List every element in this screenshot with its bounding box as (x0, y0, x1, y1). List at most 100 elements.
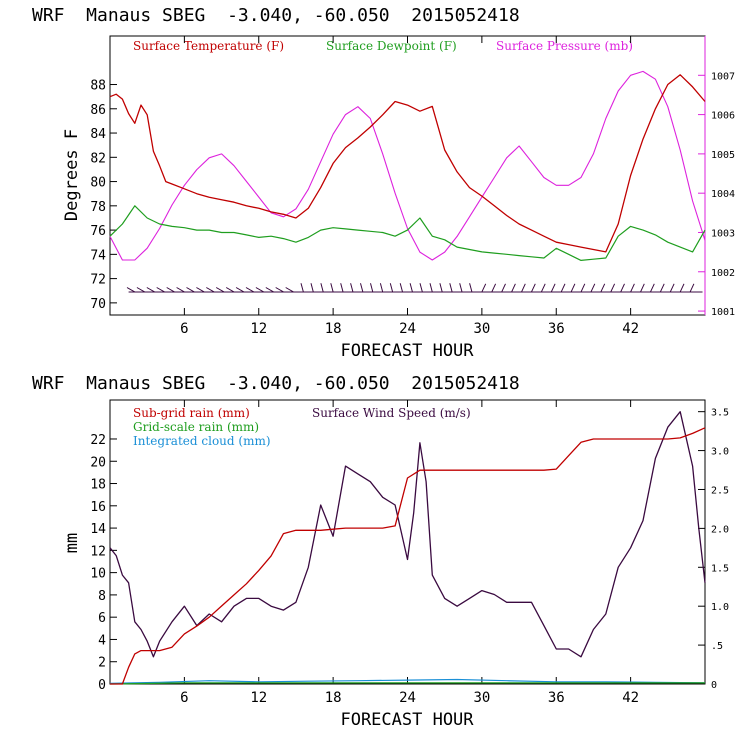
wind-barb (265, 287, 274, 293)
y-tick-label: 8 (98, 589, 106, 604)
x-tick-label: 24 (399, 690, 416, 706)
top-y-axis-label: Degrees F (62, 129, 82, 221)
legend-gridscale-rain: Grid-scale rain (mm) (133, 420, 259, 434)
wind-barb (225, 287, 235, 293)
x-tick-label: 6 (180, 321, 188, 337)
legend-integrated-cloud: Integrated cloud (mm) (133, 434, 271, 448)
y2-tick-label: 1002 (711, 268, 735, 279)
x-tick-label: 30 (473, 690, 490, 706)
series-subgrid-rain (110, 427, 706, 685)
wind-barb (235, 287, 245, 293)
y2-tick-label: 1001 (711, 307, 735, 318)
top-panel: Surface Temperature (F) Surface Dewpoint… (62, 35, 735, 361)
wind-barb (389, 283, 394, 293)
y2-tick-label: 2.0 (711, 524, 729, 535)
wind-barb (255, 287, 264, 293)
y2-tick-label: 3.0 (711, 447, 729, 458)
wind-barb (570, 283, 576, 293)
bottom-y-axis-label: mm (62, 533, 82, 553)
wind-barb (550, 283, 556, 293)
wind-barb (320, 283, 324, 293)
series-surface-dewpoint (109, 205, 706, 261)
wind-barb (521, 283, 526, 293)
wind-barb (511, 283, 516, 293)
wind-barb (560, 283, 566, 293)
wind-barb (610, 283, 616, 293)
top-legend: Surface Temperature (F) Surface Dewpoint… (133, 39, 633, 53)
wind-barb (350, 283, 354, 293)
y-tick-label: 22 (90, 433, 106, 448)
wind-barb (439, 283, 443, 293)
series-surface-temperature (109, 74, 706, 253)
wind-barb (206, 287, 215, 293)
wind-barb (650, 283, 655, 293)
y-tick-label: 74 (90, 248, 106, 263)
y2-tick-label: 1004 (711, 189, 735, 200)
wind-barb (275, 287, 284, 293)
series-gridscale-rain (109, 682, 705, 685)
bottom-legend: Sub-grid rain (mm) Surface Wind Speed (m… (133, 406, 471, 448)
header-bottom: WRF Manaus SBEG -3.040, -60.050 20150524… (32, 373, 520, 394)
wind-barb (469, 283, 473, 293)
y-tick-label: 18 (90, 478, 106, 493)
wind-barb (630, 283, 635, 293)
wind-barb (540, 283, 546, 293)
wind-barb (531, 283, 536, 293)
wind-barb (620, 283, 625, 293)
legend-dewpoint: Surface Dewpoint (F) (326, 39, 457, 53)
x-tick-label: 42 (622, 690, 639, 706)
y-tick-label: 76 (90, 224, 106, 239)
y2-tick-label: .5 (711, 641, 723, 652)
wind-barb (459, 283, 463, 293)
wind-barb (186, 287, 195, 293)
x-tick-label: 12 (250, 690, 267, 706)
bottom-series (109, 411, 706, 685)
wind-barb (136, 287, 145, 293)
wind-barb (429, 283, 433, 293)
wind-barb (481, 283, 487, 293)
x-tick-label: 18 (325, 690, 342, 706)
wind-barb (600, 283, 606, 293)
y2-tick-label: 3.5 (711, 408, 729, 419)
y2-tick-label: 1.0 (711, 602, 729, 613)
y-tick-label: 80 (90, 176, 106, 191)
wind-barb (340, 283, 344, 293)
y-tick-label: 88 (90, 79, 106, 94)
y-tick-label: 70 (90, 297, 106, 312)
top-x-axis: 6 12 18 24 30 36 42 (180, 36, 639, 337)
wind-barb (399, 283, 404, 293)
y2-tick-label: 1003 (711, 228, 735, 239)
series-surface-pressure (109, 70, 706, 261)
wind-barb (491, 283, 497, 293)
wind-barbs (126, 283, 703, 293)
x-tick-label: 36 (548, 690, 565, 706)
x-tick-label: 12 (250, 321, 267, 337)
wind-barb (196, 287, 205, 293)
y-tick-label: 12 (90, 544, 106, 559)
y-tick-label: 20 (90, 455, 106, 470)
series-surface-wind-speed (109, 411, 706, 658)
y-tick-label: 2 (98, 656, 106, 671)
y2-tick-label: 1006 (711, 111, 735, 122)
y-tick-label: 10 (90, 567, 106, 582)
y-tick-label: 6 (98, 611, 106, 626)
series-integrated-cloud (109, 678, 706, 684)
wind-barb (370, 283, 374, 293)
wind-barb (580, 283, 586, 293)
wind-barb (409, 283, 413, 293)
legend-wind-speed: Surface Wind Speed (m/s) (312, 406, 471, 420)
wind-barb (146, 287, 155, 293)
y-tick-label: 84 (90, 127, 106, 142)
header-top: WRF Manaus SBEG -3.040, -60.050 20150524… (32, 5, 520, 26)
wind-barb (126, 287, 136, 293)
wind-barb (640, 283, 645, 293)
y-tick-label: 16 (90, 500, 106, 515)
wind-barb (360, 283, 364, 293)
wind-barb (156, 287, 165, 293)
x-tick-label: 30 (473, 321, 490, 337)
legend-pressure: Surface Pressure (mb) (496, 39, 633, 53)
wind-barb (245, 287, 255, 293)
